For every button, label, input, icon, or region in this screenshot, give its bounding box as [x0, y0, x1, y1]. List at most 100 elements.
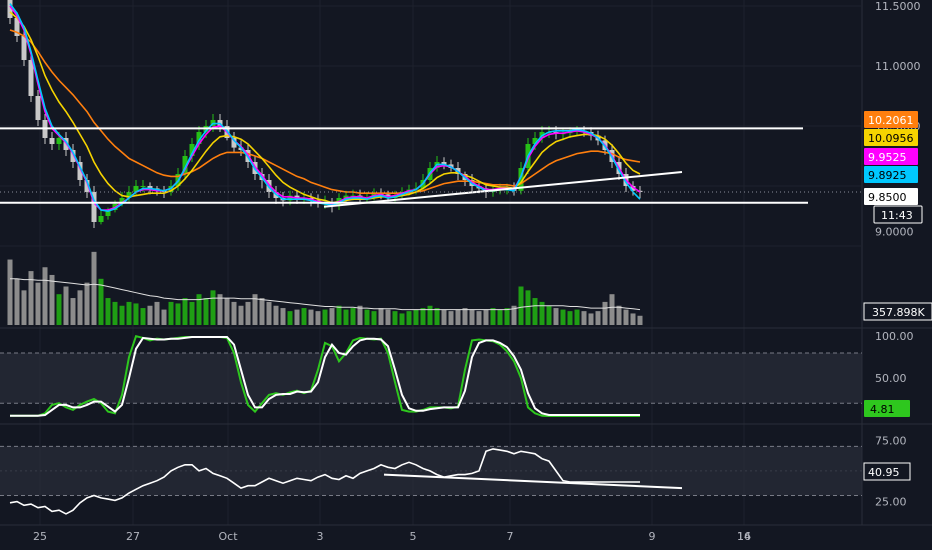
volume-bar: [168, 301, 174, 325]
time-axis-tick: 14: [737, 530, 751, 543]
volume-bar: [427, 305, 433, 325]
stoch-value-label: 4.81: [870, 403, 895, 416]
volume-bar: [539, 301, 545, 325]
volume-bar: [77, 290, 83, 325]
ema-line: [9, 29, 641, 194]
volume-bar: [399, 313, 405, 325]
price-axis-tick: 9.0000: [875, 226, 914, 239]
volume-bar: [546, 305, 552, 325]
candle-body: [119, 198, 125, 204]
volume-bar: [252, 294, 258, 325]
candle-body: [7, 0, 13, 18]
volume-bar: [385, 309, 391, 325]
volume-bar: [182, 298, 188, 325]
volume-bar: [574, 309, 580, 325]
price-badge-label: 10.0956: [868, 132, 914, 145]
rsi-axis-tick: 25.00: [875, 496, 907, 509]
candle-body: [133, 186, 139, 192]
volume-bar: [588, 313, 594, 325]
volume-bar: [259, 298, 265, 325]
price-badge: [864, 111, 918, 128]
volume-bar: [560, 309, 566, 325]
time-axis-tick: 9: [649, 530, 656, 543]
price-badge: [864, 148, 918, 165]
volume-bar: [406, 311, 412, 325]
volume-bar: [21, 290, 27, 325]
volume-bar: [238, 305, 244, 325]
price-badge: [864, 166, 918, 183]
volume-bar: [567, 311, 573, 325]
rsi-axis-tick: 75.00: [875, 434, 907, 447]
volume-bar: [595, 311, 601, 325]
candle-body: [77, 162, 83, 180]
rsi-badge: [863, 462, 911, 481]
volume-bar: [350, 308, 356, 325]
stoch-line: [10, 335, 640, 417]
volume-bar: [616, 305, 622, 325]
volume-bar: [126, 301, 132, 325]
volume-bar: [483, 309, 489, 325]
price-badge: [873, 205, 923, 224]
volume-bar: [371, 311, 377, 325]
stoch-line: [10, 336, 640, 417]
volume-bar: [322, 309, 328, 325]
volume-bar: [119, 305, 125, 325]
volume-bar: [490, 308, 496, 325]
price-badge-label: 9.9525: [868, 151, 907, 164]
volume-bar: [189, 301, 195, 325]
candle-body: [630, 186, 636, 191]
volume-bar: [280, 308, 286, 325]
volume-bar: [476, 311, 482, 325]
volume-bar: [91, 251, 97, 325]
volume-bar: [511, 305, 517, 325]
price-badge-label: 9.8500: [868, 191, 907, 204]
volume-bar: [441, 309, 447, 325]
candle-body: [196, 132, 202, 144]
support-trendline: [323, 171, 683, 208]
volume-bar: [413, 309, 419, 325]
price-badge-label: 11:43: [881, 209, 913, 222]
volume-bar: [210, 290, 216, 325]
volume-bar: [224, 298, 230, 325]
volume-bar: [70, 298, 76, 325]
candle-body: [518, 168, 524, 191]
volume-bar: [147, 305, 153, 325]
volume-bar: [42, 267, 48, 325]
volume-bar: [112, 301, 118, 325]
price-badge-label: 10.2061: [868, 114, 914, 127]
volume-bar: [315, 311, 321, 325]
volume-bar: [245, 301, 251, 325]
price-axis-tick: 11.0000: [875, 60, 921, 73]
candle-body: [28, 60, 34, 96]
volume-bar: [518, 286, 524, 325]
volume-bar: [217, 294, 223, 325]
rsi-value-label: 40.95: [868, 466, 900, 479]
volume-bar: [28, 271, 34, 325]
volume-bar: [364, 309, 370, 325]
ema-line: [9, 11, 641, 204]
candle-body: [147, 186, 153, 189]
volume-bar: [497, 309, 503, 325]
volume-bar: [154, 301, 160, 325]
candle-body: [140, 186, 146, 187]
rsi-line: [9, 448, 640, 515]
volume-bar: [525, 290, 531, 325]
volume-bar: [196, 294, 202, 325]
volume-bar: [49, 274, 55, 325]
volume-bar: [581, 311, 587, 325]
volume-ma-line: [10, 278, 641, 311]
volume-bar: [56, 294, 62, 325]
candle-body: [189, 144, 195, 156]
volume-bar: [63, 286, 69, 325]
volume-bar: [637, 315, 643, 325]
volume-bar: [462, 308, 468, 325]
volume-bar: [420, 308, 426, 325]
volume-bar: [630, 313, 636, 325]
volume-bar: [175, 303, 181, 325]
candle-body: [84, 180, 90, 192]
volume-bar: [84, 282, 90, 325]
candle-body: [35, 96, 41, 120]
candle-body: [182, 156, 188, 174]
